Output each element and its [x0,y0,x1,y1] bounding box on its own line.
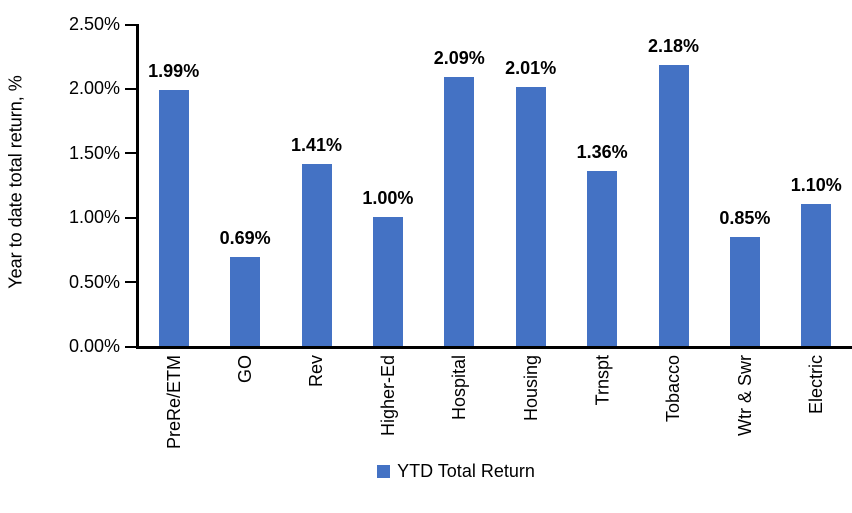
data-label-prere-etm: 1.99% [148,60,200,81]
legend-swatch-icon [377,464,391,478]
x-label-rev: Rev [306,355,327,388]
data-label-rev: 1.41% [290,135,343,156]
y-tick-label-1-50: 1.50% [68,142,120,163]
y-axis-title: Year to date total return, % [5,75,26,289]
y-tick-label-0-00: 0.00% [68,336,120,356]
data-label-higher-ed: 1.00% [362,188,414,209]
bar-go [230,257,261,346]
data-label-go: 0.69% [219,228,271,249]
data-label-wtr-swr: 0.85% [719,207,771,228]
bar-wtr-swr [729,236,760,346]
x-label-tobacco: Tobacco [663,355,684,423]
bar-prere-etm [158,89,189,346]
legend: YTD Total Return [0,460,852,482]
x-label-higher-ed: Higher-Ed [377,355,398,437]
y-tick-1-00 [125,216,136,219]
y-tick-2-50 [125,23,136,26]
plot-area: 1.99% 0.69% 1.41% 1.00% 2.09% 2.01% 1.36% 2.18%… [138,24,852,346]
y-axis-line [136,24,139,349]
y-tick-1-50 [125,152,136,155]
x-axis-labels: PreRe/ETM GO Rev Higher-Ed Hospital Housing Tr… [138,355,852,455]
x-label-electric: Electric [806,355,827,415]
bar-trnspt [587,170,618,346]
legend-label: YTD Total Return [397,461,535,481]
data-label-housing: 2.01% [505,58,557,79]
bar-hospital [444,76,475,346]
data-label-electric: 1.10% [790,175,842,196]
bar-tobacco [658,65,689,346]
y-tick-0-00 [125,345,136,348]
bar-housing [515,87,546,346]
y-tick-0-50 [125,281,136,284]
x-label-housing: Housing [520,355,541,422]
bar-higher-ed [372,217,403,346]
y-tick-label-2-00: 2.00% [68,78,120,99]
x-label-go: GO [235,355,256,384]
x-label-prere-etm: PreRe/ETM [163,355,184,450]
x-axis-line [136,346,852,349]
x-label-hospital: Hospital [449,355,470,421]
y-tick-label-0-50: 0.50% [68,271,120,292]
y-tick-label-2-50: 2.50% [68,14,120,34]
y-tick-label-1-00: 1.00% [68,207,120,228]
data-label-tobacco: 2.18% [647,36,700,57]
data-label-hospital: 2.09% [433,47,485,68]
bar-electric [801,204,832,346]
data-label-trnspt: 1.36% [576,141,628,162]
bar-rev [301,164,332,346]
x-label-wtr-swr: Wtr & Swr [734,355,755,436]
y-tick-2-00 [125,87,136,90]
x-label-trnspt: Trnspt [592,355,613,406]
